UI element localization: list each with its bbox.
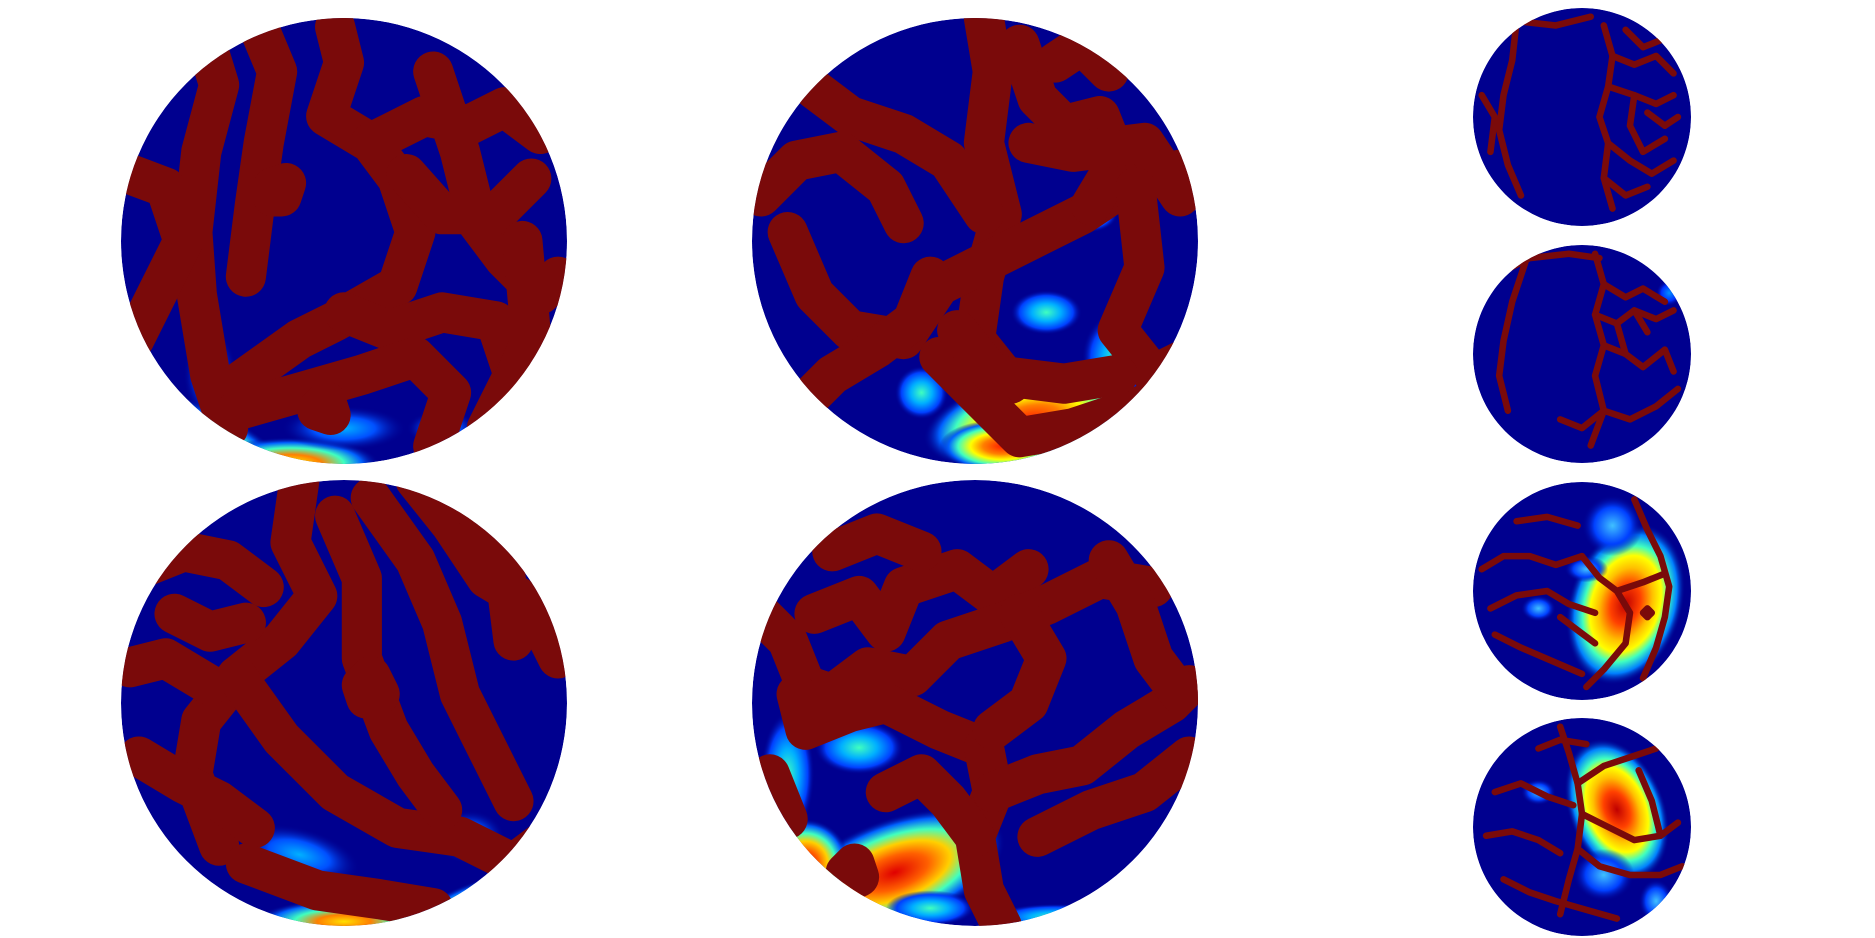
globe-small-4 xyxy=(1473,718,1691,936)
plate-boundaries xyxy=(752,513,1198,926)
globe-small-2 xyxy=(1473,245,1691,463)
plate-boundaries xyxy=(1482,723,1686,922)
globe-small-3 xyxy=(1473,482,1691,700)
plate-boundaries xyxy=(1478,13,1682,212)
globe-top-center xyxy=(752,18,1198,464)
plate-boundaries xyxy=(1495,250,1682,449)
sphere-surface xyxy=(1473,245,1691,463)
globe-small-1 xyxy=(1473,8,1691,226)
globe-top-left xyxy=(121,18,567,464)
plate-boundaries xyxy=(121,18,567,464)
globe-bottom-center xyxy=(752,480,1198,926)
globe-bottom-left xyxy=(121,480,567,926)
plate-boundaries xyxy=(752,18,1198,458)
plate-boundaries xyxy=(1478,496,1673,691)
